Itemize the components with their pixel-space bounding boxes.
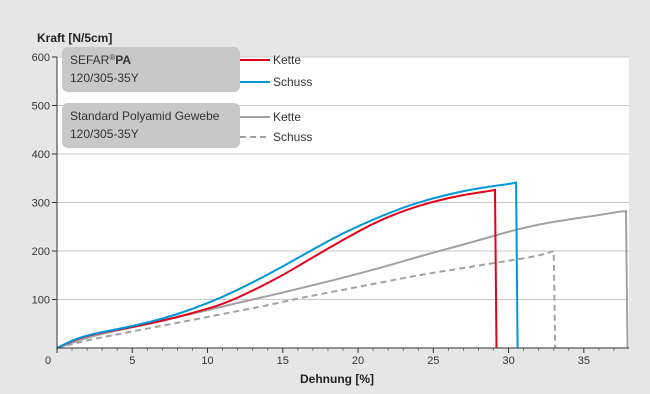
legend-box-sefar <box>62 47 240 92</box>
series-layer <box>56 181 629 349</box>
y-tick-label: 600 <box>32 52 50 64</box>
x-tick-label: 30 <box>502 355 514 367</box>
y-tick-label: 500 <box>32 101 50 113</box>
x-tick-label: 5 <box>129 355 135 367</box>
legend-reg-mark: ® <box>109 53 115 62</box>
legend-standard-title: Standard Polyamid Gewebe <box>70 109 220 123</box>
legend-box-standard <box>62 103 240 148</box>
y-tick-label: 100 <box>32 295 50 307</box>
legend-label-kette: Kette <box>273 53 301 67</box>
legend-sefar-name: PA <box>115 53 131 67</box>
axes <box>52 56 629 353</box>
x-axis-title: Dehnung [%] <box>300 372 374 386</box>
legend-brand: SEFAR <box>70 53 110 67</box>
gridlines <box>57 56 629 300</box>
legend-standard-code: 120/305-35Y <box>70 127 139 141</box>
legend-label-schuss: Schuss <box>273 130 312 144</box>
x-tick-label: 0 <box>45 355 51 367</box>
series-line-standard-schuss <box>56 249 557 349</box>
x-tick-label: 35 <box>578 355 590 367</box>
y-axis-title: Kraft [N/5cm] <box>37 31 112 45</box>
x-tick-label: 15 <box>277 355 289 367</box>
series-line-sefar-schuss <box>56 181 519 349</box>
legend-sefar-code: 120/305-35Y <box>70 71 139 85</box>
y-tick-label: 300 <box>32 198 50 210</box>
legend-label-kette: Kette <box>273 110 301 124</box>
y-tick-label: 200 <box>32 246 50 258</box>
legend: SEFAR®PA 120/305-35Y Standard Polyamid Gew… <box>62 47 312 148</box>
legend-sefar-title: SEFAR®PA <box>70 53 131 67</box>
x-tick-label: 10 <box>201 355 213 367</box>
x-tick-label: 20 <box>352 355 364 367</box>
x-tick-label: 25 <box>427 355 439 367</box>
legend-label-schuss: Schuss <box>273 75 312 89</box>
tick-labels: 100 200 300 400 500 600 0 5 10 15 20 25 30 35 <box>32 52 590 367</box>
y-tick-label: 400 <box>32 149 50 161</box>
